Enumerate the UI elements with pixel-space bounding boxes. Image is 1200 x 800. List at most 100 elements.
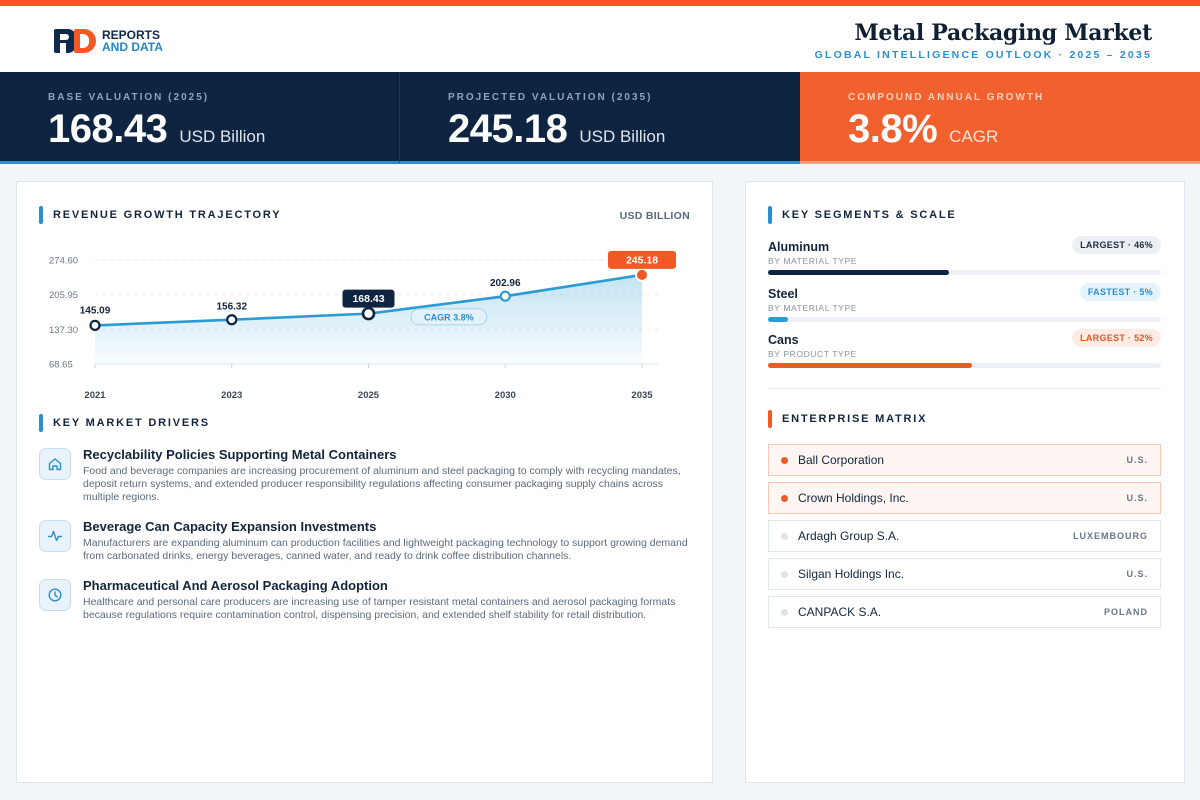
- cagr-annotation-pill: [410, 308, 488, 326]
- enterprise-location: U.S.: [1126, 569, 1148, 579]
- stat-cagr: COMPOUND ANNUAL GROWTH 3.8% CAGR: [800, 72, 1200, 164]
- segment-badge: LARGEST · 52%: [1072, 329, 1161, 347]
- data-point: [89, 319, 101, 331]
- segment-aluminum: Aluminum BY MATERIAL TYPE LARGEST · 46%: [768, 236, 1161, 275]
- stat-unit: CAGR: [949, 127, 999, 146]
- stats-strip: BASE VALUATION (2025) 168.43 USD Billion…: [0, 72, 1200, 164]
- brand-line-1: REPORTS: [102, 28, 161, 42]
- header: REPORTS AND DATA Metal Packaging Market …: [0, 6, 1200, 72]
- x-tick-label: 2023: [221, 390, 242, 401]
- enterprise-location: POLAND: [1104, 607, 1148, 617]
- segment-name: Cans: [768, 333, 799, 347]
- page-subtitle: GLOBAL INTELLIGENCE OUTLOOK · 2025 – 203…: [814, 49, 1152, 61]
- brand-line-2: AND DATA: [102, 40, 163, 54]
- driver-description: Food and beverage companies are increasi…: [83, 465, 681, 503]
- segment-progress-track: [768, 317, 1161, 322]
- stat-value: 245.18: [448, 107, 568, 151]
- segment-cans: Cans BY PRODUCT TYPE LARGEST · 52%: [768, 329, 1161, 368]
- section-divider: [768, 388, 1161, 389]
- page-title: Metal Packaging Market: [854, 20, 1152, 46]
- stat-unit: USD Billion: [579, 127, 666, 146]
- y-tick-label: 68.65: [49, 360, 73, 371]
- driver-title: Pharmaceutical And Aerosol Packaging Ado…: [83, 578, 388, 593]
- enterprise-location: U.S.: [1126, 455, 1148, 465]
- segment-progress-track: [768, 363, 1161, 368]
- driver-item: Recyclability Policies Supporting Metal …: [39, 446, 689, 504]
- driver-item: Pharmaceutical And Aerosol Packaging Ado…: [39, 577, 689, 622]
- data-label-box: [608, 250, 676, 269]
- right-panel: KEY SEGMENTS & SCALE Aluminum BY MATERIA…: [745, 181, 1185, 783]
- enterprise-name: Ball Corporation: [798, 453, 885, 467]
- status-dot-icon: [781, 456, 788, 464]
- data-point: [499, 290, 511, 302]
- segments-section-title: KEY SEGMENTS & SCALE: [768, 206, 957, 224]
- y-tick-label: 274.60: [49, 256, 78, 267]
- data-label: 245.18: [626, 254, 658, 266]
- enterprise-section-title: ENTERPRISE MATRIX: [768, 410, 927, 428]
- x-tick-label: 2035: [631, 390, 653, 401]
- y-tick-label: 137.30: [49, 325, 78, 336]
- segment-progress-fill: [768, 317, 788, 322]
- data-label: 145.09: [80, 305, 111, 316]
- x-tick-label: 2025: [358, 390, 380, 401]
- enterprise-name: CANPACK S.A.: [798, 605, 882, 619]
- enterprise-location: LUXEMBOURG: [1073, 531, 1148, 541]
- enterprise-row[interactable]: Crown Holdings, Inc. U.S.: [768, 482, 1161, 514]
- drivers-section-title: KEY MARKET DRIVERS: [39, 414, 210, 432]
- enterprise-location: U.S.: [1126, 493, 1148, 503]
- top-accent-bar: [0, 0, 1200, 6]
- data-label: 202.96: [490, 278, 521, 289]
- enterprise-name: Ardagh Group S.A.: [798, 529, 900, 543]
- segment-category: BY PRODUCT TYPE: [768, 349, 857, 359]
- cagr-annotation-text: CAGR 3.8%: [424, 312, 474, 322]
- activity-icon: [39, 520, 71, 552]
- enterprise-row[interactable]: Silgan Holdings Inc. U.S.: [768, 558, 1161, 590]
- left-panel: REVENUE GROWTH TRAJECTORY USD BILLION 27…: [16, 181, 713, 783]
- home-icon: [39, 448, 71, 480]
- y-tick-label: 205.95: [49, 290, 78, 301]
- enterprise-row[interactable]: CANPACK S.A. POLAND: [768, 596, 1161, 628]
- stat-label: BASE VALUATION (2025): [48, 92, 210, 103]
- stat-unit: USD Billion: [179, 127, 266, 146]
- enterprise-row[interactable]: Ardagh Group S.A. LUXEMBOURG: [768, 520, 1161, 552]
- status-dot-icon: [781, 608, 788, 616]
- stat-value: 3.8%: [848, 107, 938, 151]
- status-dot-icon: [781, 532, 788, 540]
- segment-category: BY MATERIAL TYPE: [768, 256, 858, 266]
- data-point: [361, 306, 376, 321]
- clock-icon: [39, 579, 71, 611]
- stat-base-valuation: BASE VALUATION (2025) 168.43 USD Billion: [0, 72, 400, 164]
- driver-title: Beverage Can Capacity Expansion Investme…: [83, 519, 377, 534]
- logo-mark-icon: [54, 29, 98, 53]
- brand-logo[interactable]: REPORTS AND DATA: [54, 28, 163, 54]
- status-dot-icon: [781, 570, 788, 578]
- driver-title: Recyclability Policies Supporting Metal …: [83, 447, 397, 462]
- chart-section-title: REVENUE GROWTH TRAJECTORY: [39, 206, 281, 224]
- segment-badge: FASTEST · 5%: [1079, 283, 1161, 301]
- data-label: 156.32: [216, 302, 247, 313]
- segment-progress-track: [768, 270, 1161, 275]
- data-point: [226, 314, 238, 326]
- stat-label: PROJECTED VALUATION (2035): [448, 92, 653, 103]
- chart-unit-label: USD BILLION: [619, 210, 690, 222]
- stat-label: COMPOUND ANNUAL GROWTH: [848, 92, 1045, 103]
- drivers-list: Recyclability Policies Supporting Metal …: [39, 446, 689, 636]
- x-tick-label: 2030: [495, 390, 516, 401]
- driver-description: Healthcare and personal care producers a…: [83, 596, 676, 621]
- driver-item: Beverage Can Capacity Expansion Investme…: [39, 518, 689, 563]
- stat-projected-valuation: PROJECTED VALUATION (2035) 245.18 USD Bi…: [400, 72, 800, 164]
- segment-progress-fill: [768, 363, 973, 368]
- x-tick-label: 2021: [84, 390, 106, 401]
- enterprise-name: Crown Holdings, Inc.: [798, 491, 909, 505]
- driver-description: Manufacturers are expanding aluminum can…: [83, 537, 688, 562]
- segment-name: Aluminum: [768, 240, 830, 254]
- revenue-chart: 274.60 205.95 137.30 68.65 2021 2023 2025 2030 2…: [49, 250, 676, 401]
- data-point: [635, 267, 649, 282]
- stat-value: 168.43: [48, 107, 168, 151]
- data-label: 168.43: [352, 293, 384, 305]
- enterprise-row[interactable]: Ball Corporation U.S.: [768, 444, 1161, 476]
- enterprise-name: Silgan Holdings Inc.: [798, 567, 905, 581]
- data-label-box: [342, 289, 395, 308]
- segment-name: Steel: [768, 287, 798, 301]
- segment-steel: Steel BY MATERIAL TYPE FASTEST · 5%: [768, 283, 1161, 322]
